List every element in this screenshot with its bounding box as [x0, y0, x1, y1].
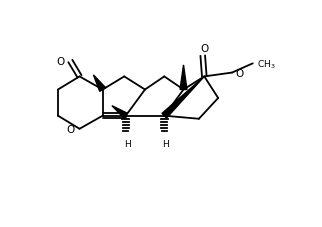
Text: H: H: [162, 139, 169, 148]
Text: $\mathregular{CH_3}$: $\mathregular{CH_3}$: [257, 58, 276, 70]
Polygon shape: [112, 106, 128, 118]
Polygon shape: [180, 66, 187, 90]
Text: H: H: [124, 139, 131, 148]
Text: O: O: [57, 57, 65, 67]
Text: O: O: [67, 124, 75, 134]
Polygon shape: [93, 76, 106, 92]
Text: O: O: [235, 68, 243, 78]
Text: O: O: [200, 44, 208, 54]
Polygon shape: [162, 77, 204, 118]
